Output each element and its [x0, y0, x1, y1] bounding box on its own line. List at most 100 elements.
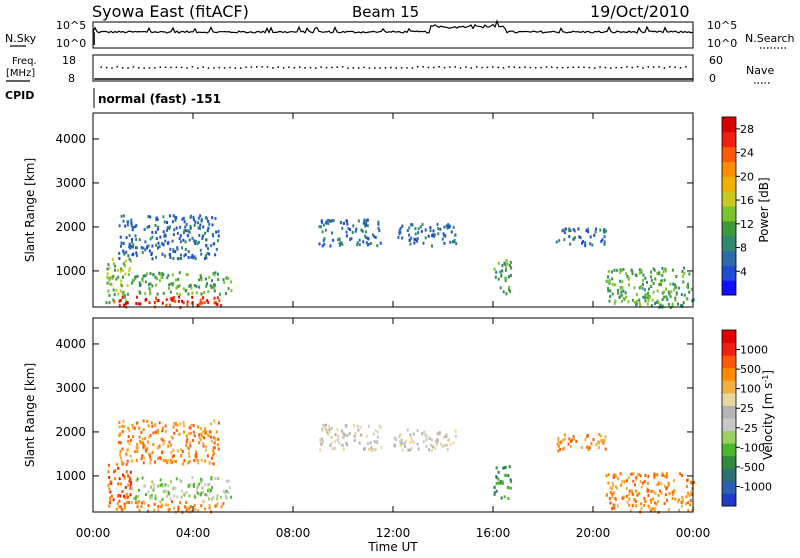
echo-cell — [207, 247, 209, 251]
echo-cell — [190, 509, 193, 513]
echo-cell — [617, 477, 619, 481]
echo-cell — [352, 224, 355, 228]
echo-cell — [108, 504, 111, 508]
echo-cell — [217, 234, 220, 238]
echo-cell — [364, 234, 367, 238]
echo-cell — [325, 220, 328, 224]
echo-cell — [503, 466, 506, 470]
echo-cell — [217, 421, 220, 425]
frequency-label-line2: [MHz] — [6, 68, 35, 79]
echo-cell — [183, 229, 186, 233]
echo-cell — [154, 283, 157, 287]
echo-cell — [318, 225, 321, 229]
echo-cell — [197, 509, 199, 513]
nave-dot — [368, 67, 371, 69]
echo-cell — [403, 441, 406, 445]
echo-cell — [131, 459, 134, 463]
echo-cell — [366, 218, 369, 222]
echo-cell — [631, 492, 634, 496]
echo-cell — [205, 277, 208, 281]
echo-cell — [501, 480, 504, 484]
echo-cell — [155, 296, 157, 300]
echo-cell — [205, 256, 208, 260]
time-tick-label: 12:00 — [376, 526, 411, 540]
nave-dot — [492, 66, 494, 68]
echo-cell — [612, 484, 615, 487]
echo-cell — [629, 509, 632, 513]
echo-cell — [194, 239, 197, 243]
echo-cell — [330, 426, 333, 430]
echo-cell — [196, 303, 199, 307]
echo-cell — [107, 470, 110, 474]
echo-cell — [149, 461, 152, 465]
echo-cell — [188, 238, 191, 242]
echo-cell — [198, 436, 201, 440]
nave-dot — [320, 66, 322, 68]
echo-cell — [140, 246, 143, 250]
echo-cell — [188, 230, 191, 234]
echo-cell — [420, 229, 423, 233]
echo-cell — [341, 429, 344, 433]
echo-cell — [169, 247, 172, 251]
nave-dot — [642, 67, 644, 69]
cpid-label: CPID — [5, 89, 34, 102]
echo-cell — [443, 233, 446, 237]
echo-cell — [610, 270, 613, 274]
echo-cell — [320, 225, 322, 229]
echo-cell — [141, 441, 144, 445]
colorbar-frame — [721, 116, 737, 296]
echo-cell — [367, 424, 370, 428]
echo-cell — [162, 215, 165, 219]
echo-cell — [338, 441, 341, 445]
echo-cell — [428, 437, 431, 440]
echo-cell — [499, 286, 502, 290]
echo-cell — [206, 454, 209, 458]
echo-cell — [149, 434, 152, 437]
echo-cell — [666, 498, 669, 502]
echo-cell — [454, 429, 457, 433]
echo-cell — [187, 447, 190, 451]
echo-cell — [170, 451, 173, 455]
echo-cell — [123, 303, 126, 307]
echo-cell — [599, 228, 602, 232]
echo-cell — [625, 494, 628, 498]
echo-cell — [666, 298, 669, 302]
echo-cell — [641, 282, 644, 286]
echo-cell — [184, 225, 187, 229]
echo-cell — [129, 478, 132, 482]
nave-dot — [100, 66, 102, 68]
echo-cell — [123, 502, 126, 506]
echo-cell — [346, 222, 349, 226]
nave-dot — [416, 66, 419, 68]
echo-cell — [202, 430, 205, 434]
echo-cell — [197, 221, 199, 225]
echo-cell — [619, 271, 622, 274]
nave-dot — [620, 66, 623, 69]
nave-dot — [352, 67, 355, 69]
echo-cell — [353, 439, 356, 442]
echo-cell — [671, 496, 674, 500]
echo-cell — [142, 461, 145, 465]
echo-cell — [114, 477, 117, 481]
echo-cell — [225, 292, 227, 296]
echo-cell — [126, 448, 129, 452]
nave-dot — [175, 66, 178, 69]
echo-cell — [321, 244, 324, 248]
colorbar-tick-label: -25 — [740, 422, 758, 435]
echo-cell — [188, 507, 191, 510]
echo-cell — [128, 257, 131, 261]
echo-cell — [359, 433, 362, 437]
echo-cell — [409, 242, 412, 246]
echo-cell — [411, 439, 414, 443]
echo-cell — [349, 228, 352, 232]
echo-cell — [184, 247, 187, 251]
echo-cell — [168, 283, 171, 287]
echo-cell — [109, 498, 112, 502]
echo-cell — [631, 298, 634, 302]
echo-cell — [573, 236, 576, 240]
echo-cell — [568, 235, 571, 239]
echo-cell — [203, 291, 205, 294]
echo-cell — [115, 277, 118, 281]
echo-cell — [213, 419, 216, 423]
